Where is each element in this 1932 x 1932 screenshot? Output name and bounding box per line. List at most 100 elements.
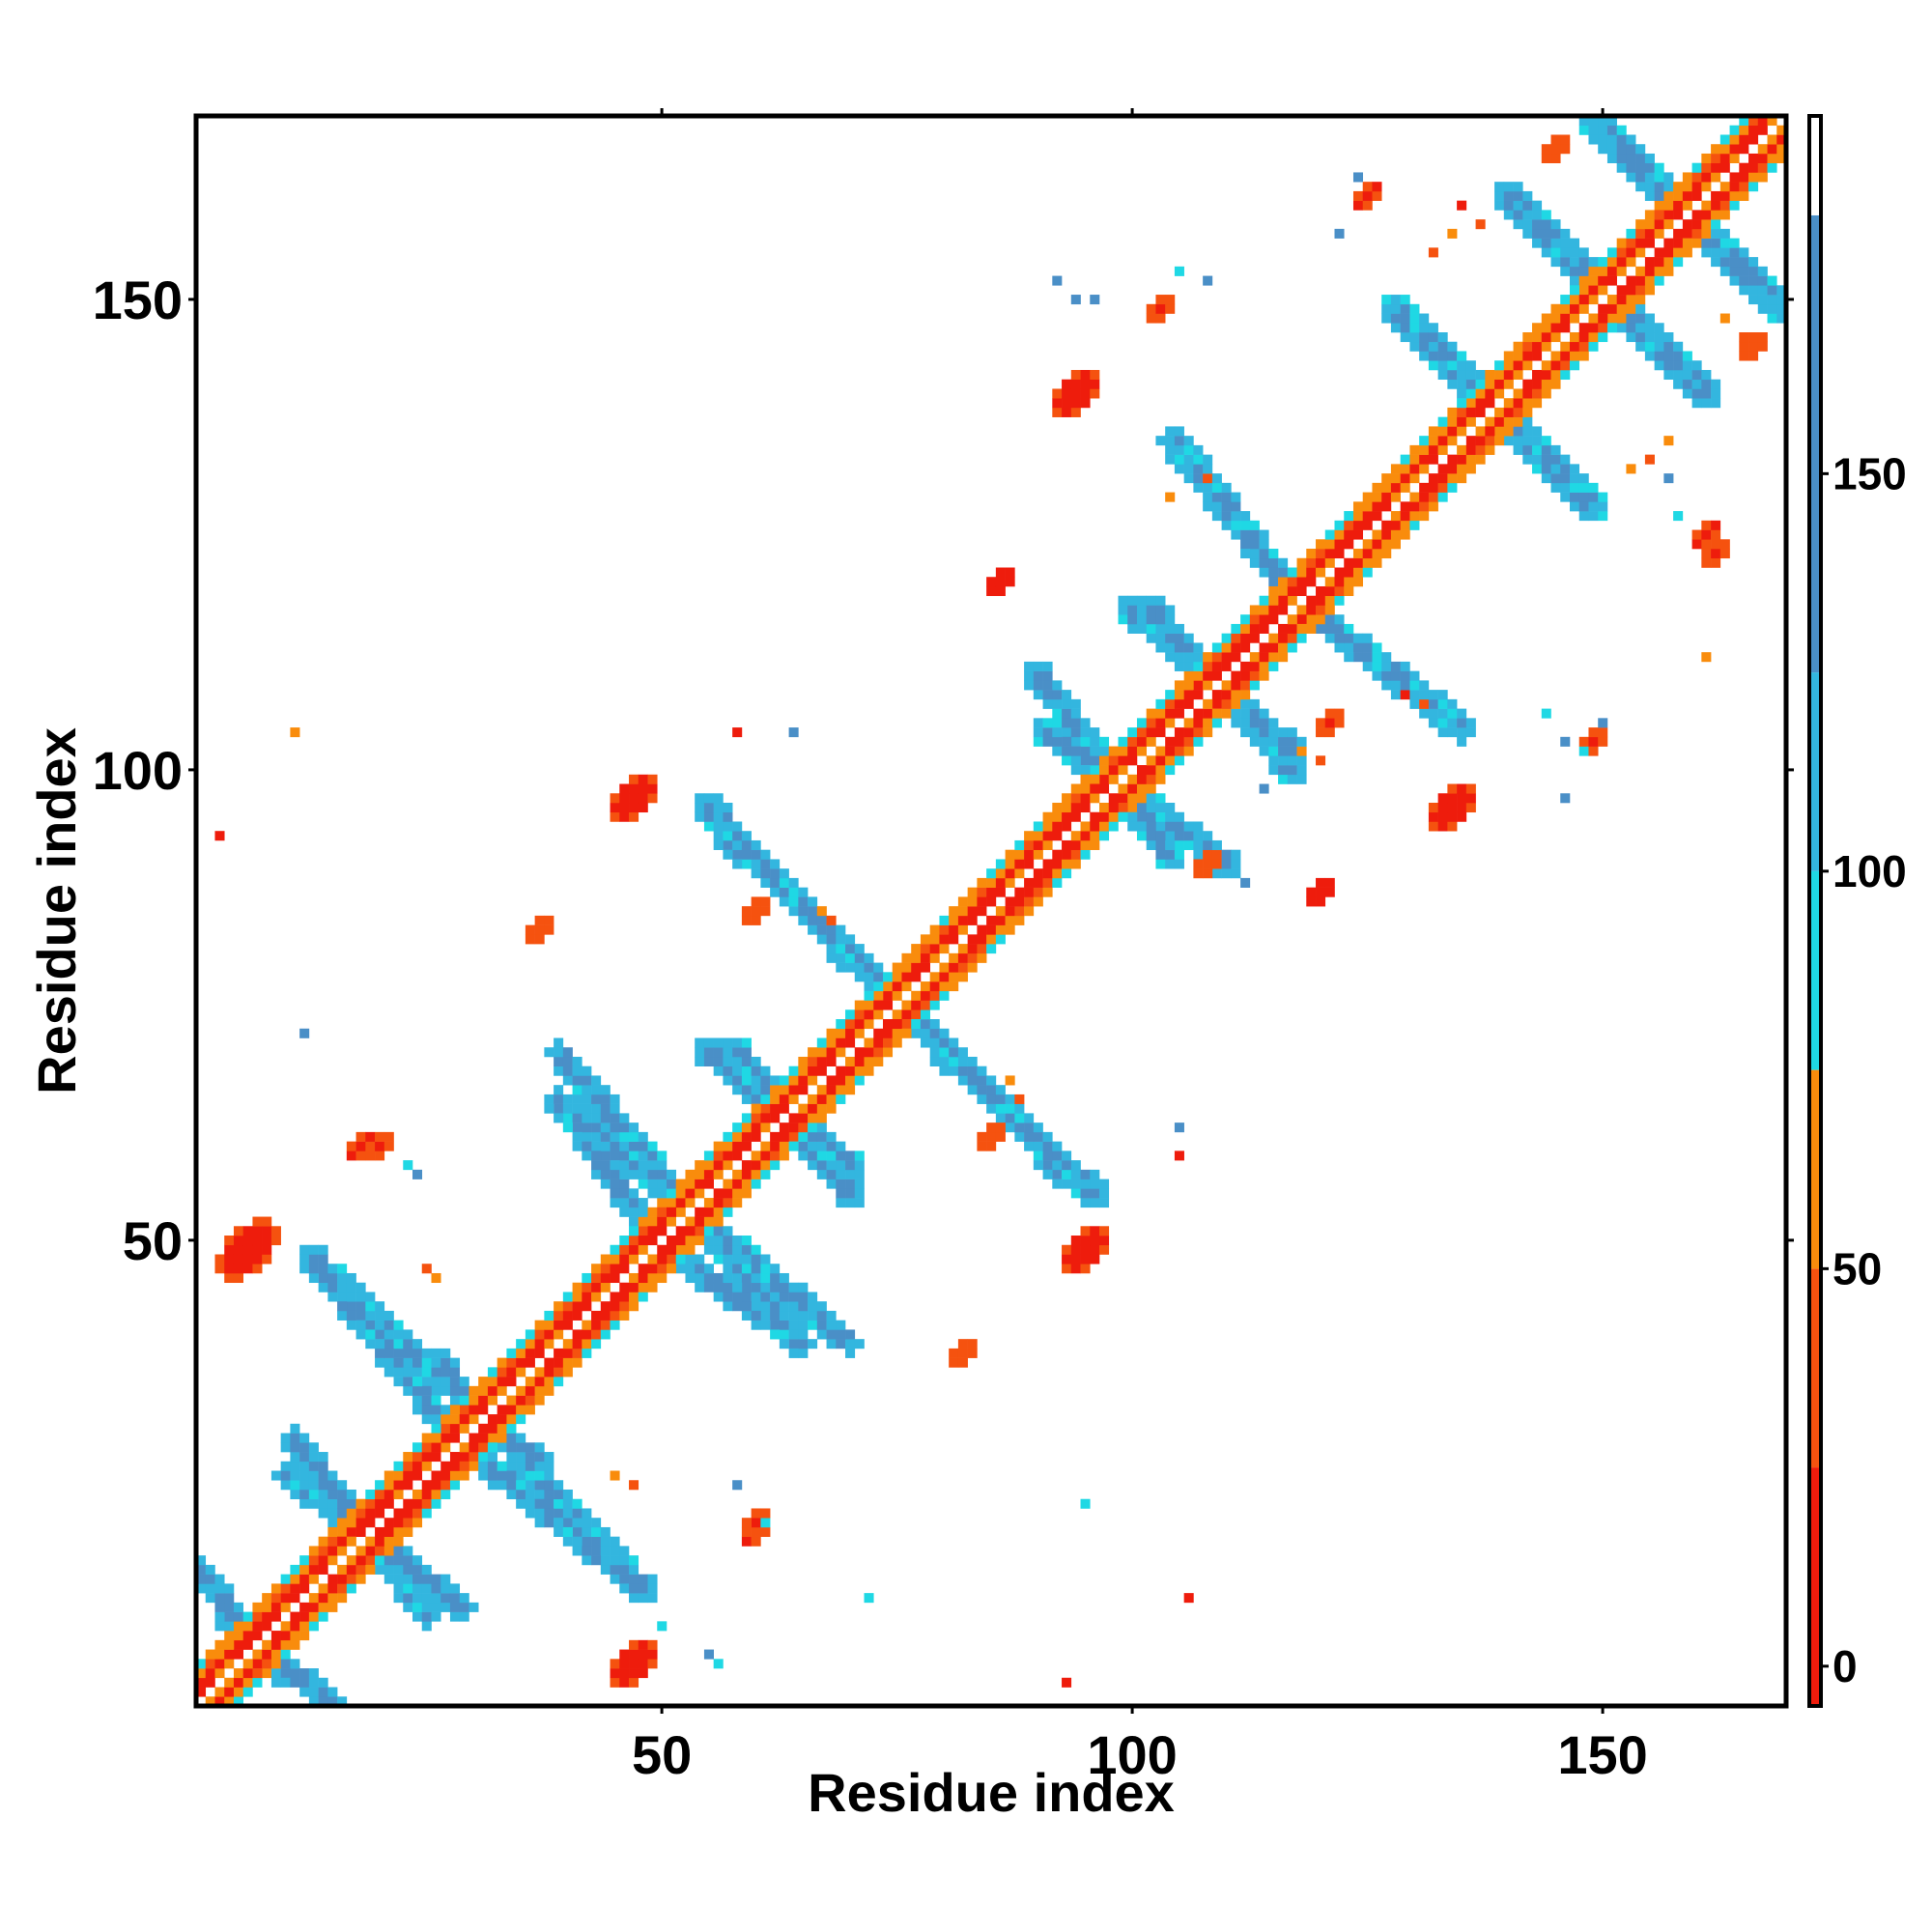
heatmap-cell: [554, 1526, 564, 1537]
heatmap-cell: [1663, 210, 1674, 220]
heatmap-cell: [1146, 623, 1156, 634]
heatmap-cell: [1174, 727, 1184, 738]
heatmap-cell: [1070, 765, 1081, 776]
heatmap-cell: [1316, 755, 1326, 766]
heatmap-cell: [375, 1339, 385, 1350]
heatmap-cell: [1635, 275, 1646, 286]
heatmap-cells: [196, 116, 1787, 1707]
heatmap-cell: [252, 1649, 263, 1660]
heatmap-cell: [1494, 426, 1505, 437]
heatmap-cell: [1626, 323, 1636, 333]
heatmap-cell: [610, 1574, 620, 1584]
heatmap-cell: [741, 906, 752, 917]
heatmap-cell: [808, 1113, 818, 1123]
heatmap-cell: [1578, 341, 1589, 352]
heatmap-cell: [826, 1103, 837, 1114]
heatmap-cell: [337, 1498, 348, 1509]
heatmap-cell: [1465, 360, 1476, 371]
heatmap-cell: [1701, 398, 1712, 409]
heatmap-cell: [629, 1677, 639, 1688]
heatmap-cell: [638, 1272, 648, 1284]
heatmap-cell: [327, 1583, 338, 1594]
heatmap-cell: [582, 1526, 592, 1537]
heatmap-cell: [638, 1207, 648, 1217]
heatmap-cell: [1146, 821, 1156, 832]
heatmap-cell: [713, 793, 724, 804]
heatmap-cell: [1042, 680, 1053, 691]
heatmap-cell: [1042, 831, 1053, 841]
heatmap-cell: [1005, 1103, 1015, 1114]
heatmap-cell: [920, 1028, 930, 1038]
heatmap-cell: [657, 1160, 668, 1171]
heatmap-cell: [1541, 464, 1551, 474]
heatmap-cell: [1193, 821, 1204, 832]
heatmap-cell: [582, 1320, 592, 1330]
heatmap-cell: [1588, 746, 1599, 756]
heatmap-cell: [695, 1169, 705, 1179]
heatmap-cell: [205, 1574, 215, 1584]
heatmap-cell: [554, 1085, 564, 1095]
heatmap-cell: [469, 1433, 479, 1443]
heatmap-cell: [1174, 623, 1184, 634]
heatmap-cell: [751, 1056, 761, 1066]
heatmap-cell: [723, 1179, 733, 1189]
heatmap-cell: [1080, 774, 1091, 784]
heatmap-cell: [1465, 802, 1476, 813]
heatmap-cell: [582, 1094, 592, 1104]
heatmap-cell: [355, 1555, 366, 1566]
heatmap-cell: [600, 1282, 611, 1293]
heatmap-cell: [1381, 295, 1392, 305]
heatmap-cell: [760, 1310, 771, 1321]
heatmap-cell: [1494, 407, 1505, 417]
heatmap-cell: [1080, 1188, 1091, 1199]
heatmap-cell: [929, 1000, 940, 1010]
heatmap-cell: [1118, 605, 1128, 615]
heatmap-cell: [1578, 736, 1589, 747]
heatmap-cell: [1240, 529, 1251, 540]
heatmap-cell: [760, 1169, 771, 1179]
heatmap-cell: [949, 962, 959, 973]
heatmap-cell: [1042, 887, 1053, 897]
heatmap-cell: [1165, 859, 1176, 869]
heatmap-cell: [779, 1301, 789, 1312]
heatmap-cell: [741, 1244, 752, 1255]
heatmap-cell: [995, 585, 1006, 597]
heatmap-cell: [1070, 839, 1081, 850]
heatmap-cell: [770, 1103, 781, 1114]
heatmap-cell: [986, 1122, 997, 1133]
heatmap-cell: [252, 1611, 263, 1622]
heatmap-cell: [864, 1000, 874, 1010]
heatmap-cell: [1560, 266, 1571, 276]
heatmap-cell: [1428, 811, 1438, 822]
heatmap-cell: [741, 1056, 752, 1066]
heatmap-cell: [1231, 492, 1241, 502]
heatmap-cell: [1381, 303, 1392, 314]
heatmap-cell: [534, 1377, 545, 1387]
heatmap-cell: [431, 1385, 441, 1396]
heatmap-cell: [1221, 492, 1232, 502]
heatmap-cell: [582, 1329, 592, 1340]
heatmap-cell: [854, 1047, 865, 1058]
heatmap-cell: [1409, 511, 1420, 522]
heatmap-cell: [403, 1564, 413, 1575]
heatmap-cell: [421, 1367, 432, 1378]
heatmap-cell: [751, 1085, 761, 1095]
heatmap-cell: [393, 1593, 404, 1604]
heatmap-cell: [1052, 1151, 1063, 1161]
heatmap-cell: [525, 1339, 535, 1350]
heatmap-cell: [1372, 511, 1382, 522]
heatmap-cell: [1522, 341, 1533, 352]
heatmap-cell: [375, 1348, 385, 1358]
heatmap-cell: [732, 1065, 743, 1076]
heatmap-cell: [403, 1339, 413, 1350]
heatmap-cell: [1419, 313, 1430, 324]
heatmap-cell: [1090, 736, 1100, 747]
heatmap-cell: [882, 1047, 894, 1058]
heatmap-cell: [967, 962, 978, 973]
heatmap-cell: [1221, 859, 1232, 869]
heatmap-cell: [1606, 295, 1617, 305]
heatmap-cell: [1767, 295, 1777, 305]
heatmap-cell: [760, 1151, 771, 1161]
heatmap-cell: [1231, 718, 1241, 728]
